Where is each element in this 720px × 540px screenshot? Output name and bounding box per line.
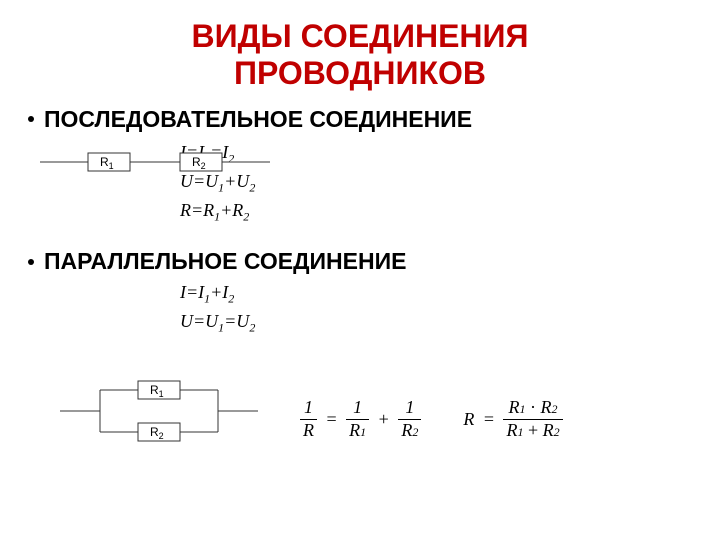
parallel-formulas: I=I1+I2 U=U1=U2 (180, 279, 720, 337)
series-circuit-diagram: R1 R2 (40, 150, 290, 180)
parallel-formula-voltage: U=U1=U2 (180, 308, 720, 337)
series-formula-resistance: R=R1+R2 (180, 197, 720, 226)
parallel-circuit-diagram: R1 R2 (60, 376, 260, 446)
bullet-icon (28, 116, 34, 122)
section1-label: ПОСЛЕДОВАТЕЛЬНОЕ СОЕДИНЕНИЕ (44, 106, 472, 132)
title-line-1: ВИДЫ СОЕДИНЕНИЯ (191, 18, 528, 54)
product-over-sum-formula: R = R1 · R2 R1 + R2 (463, 398, 562, 441)
section-parallel-heading: ПАРАЛЛЕЛЬНОЕ СОЕДИНЕНИЕ (28, 248, 720, 275)
page-title: ВИДЫ СОЕДИНЕНИЯ ПРОВОДНИКОВ (0, 0, 720, 92)
parallel-resistance-formulas: 1R = 1R1 + 1R2 R = R1 · R2 R1 + R2 (300, 398, 563, 441)
section2-label: ПАРАЛЛЕЛЬНОЕ СОЕДИНЕНИЕ (44, 248, 407, 274)
bullet-icon (28, 259, 34, 265)
title-line-2: ПРОВОДНИКОВ (234, 55, 486, 91)
parallel-formula-current: I=I1+I2 (180, 279, 720, 308)
section-series-heading: ПОСЛЕДОВАТЕЛЬНОЕ СОЕДИНЕНИЕ (28, 106, 720, 133)
reciprocal-formula: 1R = 1R1 + 1R2 (300, 398, 421, 441)
